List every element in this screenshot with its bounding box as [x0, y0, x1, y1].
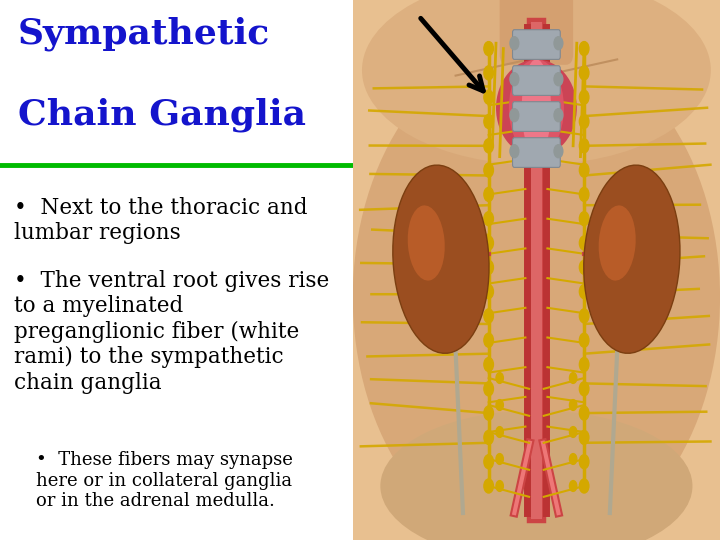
FancyBboxPatch shape [513, 30, 560, 59]
Circle shape [580, 139, 589, 153]
Circle shape [580, 163, 589, 177]
Circle shape [580, 455, 589, 469]
Ellipse shape [598, 205, 636, 281]
Circle shape [496, 427, 503, 437]
Text: Chain Ganglia: Chain Ganglia [18, 97, 306, 132]
Circle shape [484, 479, 493, 493]
Circle shape [570, 373, 577, 383]
Circle shape [510, 73, 519, 86]
Circle shape [484, 42, 493, 56]
Text: •  These fibers may synapse
here or in collateral ganglia
or in the adrenal medu: • These fibers may synapse here or in co… [36, 451, 293, 510]
Circle shape [496, 400, 503, 410]
Circle shape [580, 187, 589, 201]
Circle shape [484, 139, 493, 153]
Ellipse shape [584, 165, 680, 353]
Circle shape [484, 406, 493, 420]
Circle shape [580, 236, 589, 250]
Circle shape [484, 236, 493, 250]
Circle shape [580, 42, 589, 56]
Circle shape [510, 37, 519, 50]
Text: •  The ventral root gives rise
to a myelinated
preganglionic fiber (white
rami) : • The ventral root gives rise to a myeli… [14, 270, 330, 394]
Circle shape [484, 455, 493, 469]
Circle shape [554, 109, 563, 122]
Circle shape [484, 114, 493, 129]
Circle shape [510, 109, 519, 122]
Circle shape [554, 37, 563, 50]
Ellipse shape [509, 59, 564, 157]
Circle shape [484, 333, 493, 347]
Circle shape [580, 333, 589, 347]
Circle shape [496, 481, 503, 491]
FancyBboxPatch shape [513, 138, 560, 167]
Circle shape [484, 357, 493, 372]
Circle shape [570, 400, 577, 410]
Circle shape [580, 66, 589, 80]
Circle shape [580, 212, 589, 226]
Text: •  Next to the thoracic and
lumbar regions: • Next to the thoracic and lumbar region… [14, 197, 308, 245]
Circle shape [510, 145, 519, 158]
Ellipse shape [408, 205, 445, 281]
Circle shape [580, 479, 589, 493]
Circle shape [570, 454, 577, 464]
Ellipse shape [393, 165, 489, 353]
Circle shape [496, 454, 503, 464]
Circle shape [484, 212, 493, 226]
Circle shape [554, 145, 563, 158]
Circle shape [484, 285, 493, 299]
Circle shape [484, 187, 493, 201]
Circle shape [580, 357, 589, 372]
Circle shape [580, 114, 589, 129]
Circle shape [484, 382, 493, 396]
Circle shape [484, 260, 493, 274]
Circle shape [570, 427, 577, 437]
Ellipse shape [380, 410, 693, 540]
FancyBboxPatch shape [513, 102, 560, 131]
Circle shape [580, 430, 589, 444]
FancyBboxPatch shape [500, 0, 573, 65]
FancyBboxPatch shape [513, 66, 560, 96]
Circle shape [580, 406, 589, 420]
Circle shape [580, 309, 589, 323]
Text: Sympathetic: Sympathetic [18, 16, 270, 51]
Circle shape [570, 481, 577, 491]
Circle shape [484, 163, 493, 177]
Circle shape [580, 90, 589, 104]
Circle shape [580, 382, 589, 396]
Circle shape [484, 66, 493, 80]
Circle shape [554, 73, 563, 86]
Circle shape [484, 90, 493, 104]
Ellipse shape [362, 0, 711, 165]
Ellipse shape [353, 40, 720, 540]
Circle shape [484, 309, 493, 323]
Ellipse shape [522, 59, 551, 157]
Circle shape [496, 373, 503, 383]
Circle shape [484, 430, 493, 444]
Circle shape [580, 260, 589, 274]
Circle shape [580, 285, 589, 299]
Ellipse shape [496, 59, 577, 157]
